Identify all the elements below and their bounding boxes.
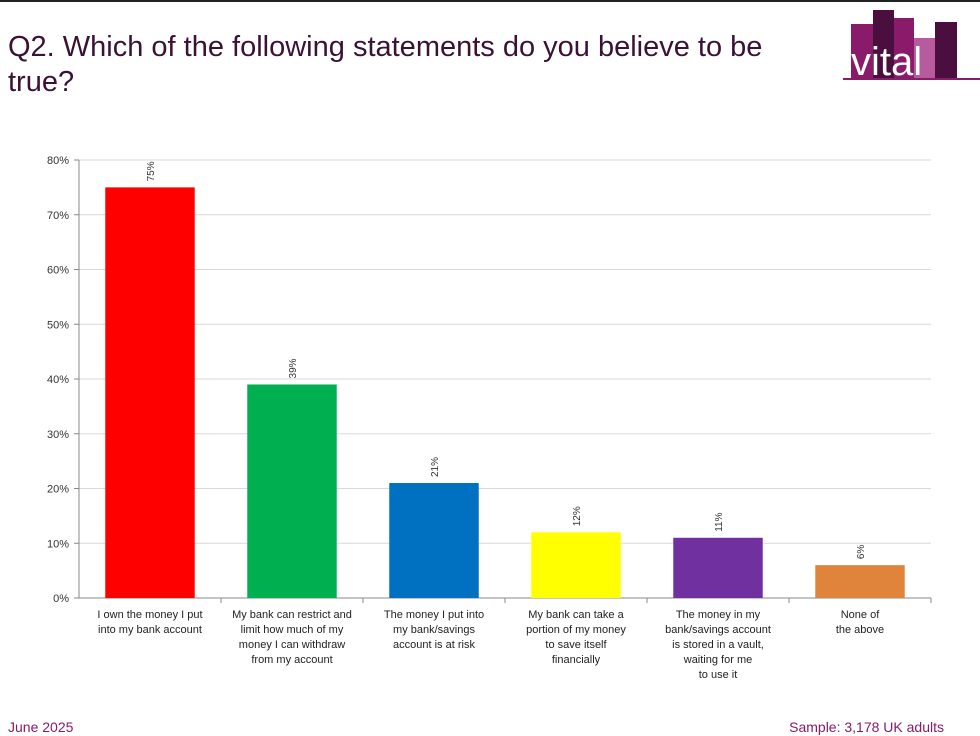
x-tick-label: None of the above <box>836 609 884 636</box>
data-label: 75% <box>146 161 157 181</box>
logo-underline <box>843 78 980 80</box>
x-tick-label: My bank can restrict and limit how much o… <box>232 609 352 666</box>
x-tick-label: The money I put into my bank/savings accou… <box>384 609 484 651</box>
y-tick-label: 70% <box>47 210 69 222</box>
logo-bar <box>914 38 935 80</box>
bar <box>389 483 479 598</box>
page-title: Q2. Which of the following statements do… <box>8 31 763 98</box>
x-tick-label-line: waiting for me <box>683 654 752 666</box>
footer-sample: Sample: 3,178 UK adults <box>789 719 944 735</box>
x-tick-label-line: financially <box>552 654 601 666</box>
y-tick-label: 80% <box>47 155 69 167</box>
x-tick-label-line: My bank can take a <box>528 609 624 621</box>
x-tick-label-line: The money in my <box>676 609 761 621</box>
y-tick-label: 0% <box>53 593 69 605</box>
data-label: 39% <box>288 358 299 378</box>
x-tick-label: My bank can take a portion of my money to … <box>526 609 626 666</box>
x-tick-label-line: from my account <box>251 654 332 666</box>
y-tick-label: 30% <box>47 429 69 441</box>
y-tick-label: 10% <box>47 538 69 550</box>
footer-date: June 2025 <box>8 719 74 735</box>
bar <box>105 187 195 598</box>
x-tick-label-line: My bank can restrict and <box>232 609 352 621</box>
x-tick-label-line: limit how much of my <box>241 624 344 636</box>
y-tick-label: 60% <box>47 265 69 277</box>
x-tick-label-line: The money I put into <box>384 609 484 621</box>
logo-bar <box>894 18 914 80</box>
data-label: 11% <box>714 512 725 531</box>
y-tick-label: 40% <box>47 374 69 386</box>
bar <box>247 384 337 598</box>
logo-bar <box>851 24 873 80</box>
x-tick-label: The money in my bank/savings account is st… <box>665 609 771 681</box>
x-tick-label-line: money I can withdraw <box>239 639 345 651</box>
logo-bar <box>873 10 894 80</box>
x-tick-label-line: account is at risk <box>393 639 475 651</box>
x-tick-label: I own the money I put into my bank accoun… <box>97 609 202 636</box>
logo-text: vital <box>851 40 922 82</box>
vital-logo: vital <box>843 10 980 82</box>
logo-bar <box>935 22 957 80</box>
x-tick-label-line: bank/savings account <box>665 624 771 636</box>
bar-chart: 0% 10% 20% 30% 40% 50% 60% 70% 80% 75% I own the m… <box>47 155 932 681</box>
x-tick-label-line: is stored in a vault, <box>672 639 764 651</box>
x-tick-label-line: I own the money I put <box>97 609 202 621</box>
x-tick-label-line: portion of my money <box>526 624 626 636</box>
data-label: 6% <box>856 545 867 560</box>
bar <box>531 532 621 598</box>
bar <box>673 537 763 598</box>
y-tick-label: 50% <box>47 319 69 331</box>
data-label: 21% <box>430 457 441 477</box>
x-tick-label-line: to use it <box>699 669 738 681</box>
x-tick-label-line: my bank/savings <box>393 624 475 636</box>
x-tick-label-line: to save itself <box>545 639 607 651</box>
top-rule <box>0 0 980 2</box>
x-tick-label-line: None of <box>841 609 880 621</box>
x-tick-label-line: into my bank account <box>98 624 202 636</box>
data-label: 12% <box>572 506 583 526</box>
x-tick-label-line: the above <box>836 624 884 636</box>
bar <box>815 565 905 598</box>
y-tick-label: 20% <box>47 484 69 496</box>
